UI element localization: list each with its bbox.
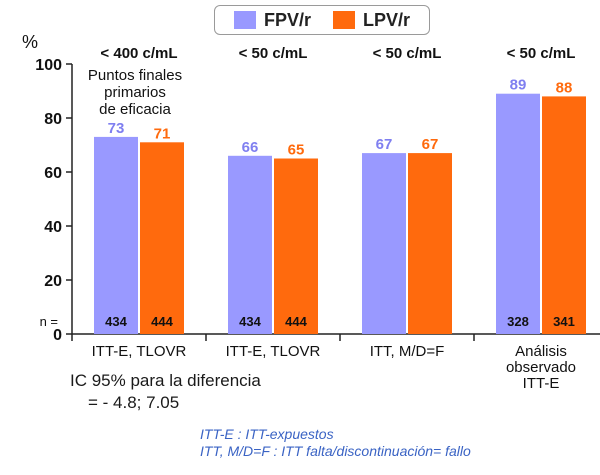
group-threshold-label: < 400 c/mL	[100, 45, 177, 62]
bar-n-label: 444	[151, 314, 173, 329]
ci-value: = - 4.8; 7.05	[88, 393, 180, 412]
bar-lpv-r	[140, 142, 184, 334]
legend-item-lpv: LPV/r	[333, 10, 410, 31]
footnote-itt-mdf: ITT, M/D=F : ITT falta/discontinuación= …	[200, 443, 471, 459]
x-category-label: Análisis	[515, 343, 567, 360]
group-threshold-label: < 50 c/mL	[373, 45, 442, 62]
legend-swatch-fpv	[233, 11, 256, 29]
x-category-label: ITT-E	[523, 375, 560, 392]
x-category-label: ITT, M/D=F	[370, 343, 445, 360]
group-threshold-label: < 50 c/mL	[507, 45, 576, 62]
legend: FPV/r LPV/r	[214, 5, 430, 35]
y-tick-label: 0	[53, 327, 62, 344]
bar-value-label: 67	[422, 136, 439, 153]
bar-value-label: 88	[556, 79, 573, 96]
legend-label-lpv: LPV/r	[363, 9, 411, 30]
bar-value-label: 71	[154, 125, 171, 142]
bar-lpv-r	[408, 153, 452, 334]
bar-n-label: 434	[105, 314, 127, 329]
y-tick-label: 80	[44, 111, 62, 128]
legend-swatch-lpv	[333, 11, 355, 29]
legend-label-fpv: FPV/r	[263, 9, 311, 30]
y-tick-label: 60	[44, 165, 62, 182]
bar-fpv-r	[228, 155, 272, 334]
bar-fpv-r	[362, 153, 406, 334]
bar-n-label: 341	[553, 314, 575, 329]
y-tick-label: 40	[44, 219, 62, 236]
bar-value-label: 65	[288, 142, 305, 159]
annotation-primary-endpoints: de eficacia	[99, 101, 171, 118]
footnote-itte: ITT-E : ITT-expuestos	[200, 426, 334, 442]
x-category-label: ITT-E, TLOVR	[92, 343, 187, 360]
bar-lpv-r	[542, 96, 586, 335]
annotation-primary-endpoints: primarios	[104, 84, 166, 101]
n-prefix: n =	[40, 314, 58, 329]
legend-item-fpv: FPV/r	[233, 9, 311, 31]
x-category-label: ITT-E, TLOVR	[226, 343, 321, 360]
bar-n-label: 434	[239, 314, 261, 329]
y-axis-label: %	[22, 32, 39, 52]
x-category-label: observado	[506, 359, 576, 376]
annotation-primary-endpoints: Puntos finales	[88, 67, 182, 84]
y-tick-label: 20	[44, 273, 62, 290]
bar-fpv-r	[496, 93, 540, 334]
bar-n-label: 328	[507, 314, 529, 329]
bar-value-label: 66	[242, 139, 259, 156]
group-threshold-label: < 50 c/mL	[239, 45, 308, 62]
bar-n-label: 444	[285, 314, 307, 329]
bar-value-label: 73	[108, 120, 125, 137]
bar-lpv-r	[274, 158, 318, 334]
bar-value-label: 67	[376, 136, 393, 153]
confidence-interval: IC 95% para la diferencia = - 4.8; 7.05	[70, 370, 261, 414]
bar-value-label: 89	[510, 77, 527, 94]
ci-title: IC 95% para la diferencia	[70, 371, 261, 390]
bar-fpv-r	[94, 136, 138, 334]
footnotes: ITT-E : ITT-expuestos ITT, M/D=F : ITT f…	[200, 426, 471, 460]
y-tick-label: 100	[35, 57, 62, 74]
